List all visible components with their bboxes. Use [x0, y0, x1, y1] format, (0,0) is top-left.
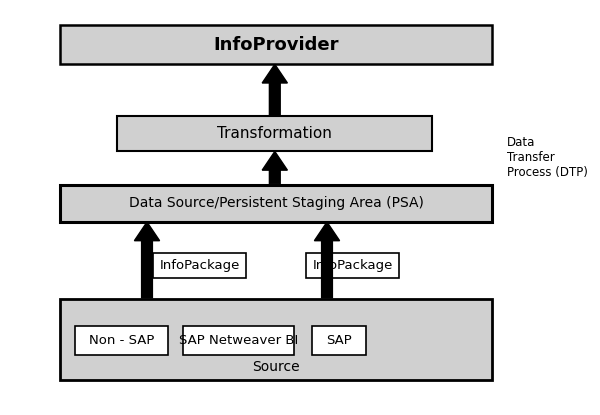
Bar — [117, 116, 432, 151]
Text: SAP Netweaver BI: SAP Netweaver BI — [179, 334, 298, 347]
FancyArrow shape — [314, 222, 340, 298]
Bar — [306, 253, 399, 278]
Bar — [183, 326, 294, 355]
Bar — [75, 326, 168, 355]
Bar — [153, 253, 246, 278]
Text: Non - SAP: Non - SAP — [89, 334, 154, 347]
Text: Transformation: Transformation — [217, 126, 332, 142]
Text: SAP: SAP — [326, 334, 352, 347]
Bar — [60, 299, 492, 380]
Text: InfoPackage: InfoPackage — [313, 259, 392, 272]
Text: InfoPackage: InfoPackage — [160, 259, 239, 272]
Bar — [60, 25, 492, 64]
Text: Source: Source — [252, 359, 300, 374]
Text: Data Source/Persistent Staging Area (PSA): Data Source/Persistent Staging Area (PSA… — [128, 196, 424, 210]
FancyArrow shape — [262, 64, 287, 115]
FancyArrow shape — [134, 222, 160, 298]
Text: InfoProvider: InfoProvider — [213, 36, 339, 54]
Bar — [60, 185, 492, 222]
FancyArrow shape — [262, 151, 287, 184]
Bar — [312, 326, 366, 355]
Text: Data
Transfer
Process (DTP): Data Transfer Process (DTP) — [507, 136, 588, 179]
